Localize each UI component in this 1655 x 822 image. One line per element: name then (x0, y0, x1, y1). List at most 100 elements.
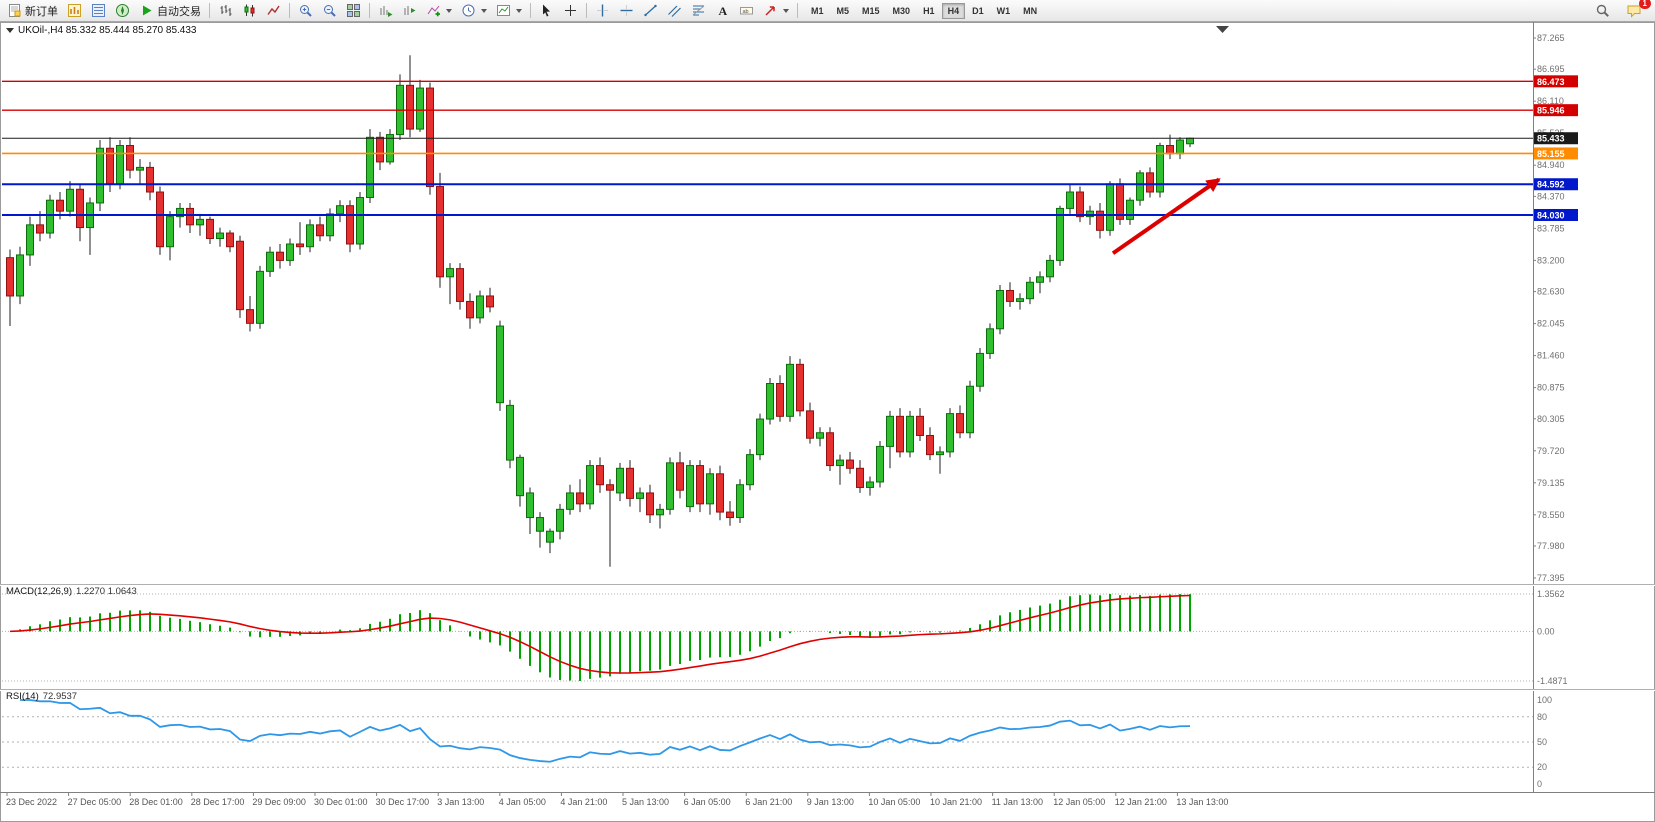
chart-frame (0, 22, 1655, 822)
notification-badge: 1 (1638, 0, 1651, 9)
data-window-button[interactable] (87, 1, 110, 20)
candle (856, 460, 864, 493)
data-window-icon (92, 4, 105, 17)
timeframe-button-m1[interactable]: M1 (805, 3, 830, 19)
candlestick-chart-icon (244, 4, 255, 17)
candle (46, 194, 54, 239)
timeframe-button-m30[interactable]: M30 (887, 3, 917, 19)
chart-shift-button[interactable] (398, 1, 421, 20)
new-order-button[interactable]: 新订单 (3, 1, 62, 20)
chart-shift-marker[interactable] (1216, 26, 1229, 33)
candle (646, 484, 654, 524)
candle (746, 449, 754, 491)
time-axis-label: 10 Jan 21:00 (930, 797, 982, 807)
svg-text:A: A (719, 4, 728, 18)
zoom-out-icon (324, 5, 336, 17)
candle (6, 249, 14, 327)
candle (656, 503, 664, 529)
fibonacci-icon (692, 5, 705, 16)
periods-button[interactable] (457, 1, 491, 20)
search-button[interactable] (1591, 1, 1614, 20)
toolbar-separator (369, 3, 370, 18)
line-chart-icon (267, 5, 280, 15)
crosshair-icon (565, 5, 576, 16)
candlestick-chart-button[interactable] (238, 1, 261, 20)
chart-title-text: UKOil-,H4 85.332 85.444 85.270 85.433 (18, 25, 197, 36)
price-axis-label: 77.980 (1537, 541, 1565, 551)
price-axis-label: 87.265 (1537, 33, 1565, 43)
svg-text:ab: ab (743, 9, 749, 15)
notifications-button[interactable]: 1 (1622, 0, 1651, 20)
candle (286, 238, 294, 266)
periods-dropdown-icon (481, 8, 487, 13)
trendline-icon (644, 4, 657, 17)
candle (476, 290, 484, 324)
macd-label: MACD(12,26,9) 1.2270 1.0643 (6, 586, 137, 597)
timeframe-button-d1[interactable]: D1 (966, 3, 990, 19)
cursor-button[interactable] (535, 1, 558, 20)
line-chart-button[interactable] (262, 1, 285, 20)
chart-shift-icon (404, 6, 416, 15)
zoom-out-button[interactable] (318, 1, 341, 20)
vertical-line-icon (597, 4, 608, 17)
trendline-button[interactable] (639, 1, 662, 20)
rsi-axis-label: 80 (1537, 712, 1547, 722)
candle (1116, 178, 1124, 225)
periods-clock-icon (462, 4, 475, 17)
timeframe-button-h4[interactable]: H4 (941, 2, 966, 19)
candle (366, 129, 374, 203)
candle (1006, 282, 1014, 307)
timeframe-button-mn[interactable]: MN (1017, 3, 1043, 19)
fibonacci-button[interactable] (687, 1, 710, 20)
market-watch-button[interactable] (63, 1, 86, 20)
candle (36, 211, 44, 242)
bar-chart-button[interactable] (214, 1, 237, 20)
price-axis-label: 84.370 (1537, 191, 1565, 201)
indicators-button[interactable] (422, 1, 456, 20)
candle (346, 200, 354, 253)
price-tag-label: 85.946 (1537, 106, 1565, 116)
rsi-name: RSI(14) (6, 691, 39, 702)
candle (116, 140, 124, 190)
vertical-line-button[interactable] (591, 1, 614, 20)
candle (26, 216, 34, 266)
autotrading-button[interactable]: 自动交易 (135, 1, 205, 20)
templates-button[interactable] (492, 1, 526, 20)
candle (616, 462, 624, 502)
candle (246, 295, 254, 332)
templates-dropdown-icon (516, 8, 522, 13)
timeframe-button-m15[interactable]: M15 (856, 3, 886, 19)
candle (236, 235, 244, 318)
trend-arrow[interactable] (1111, 177, 1221, 255)
auto-scroll-button[interactable] (374, 1, 397, 20)
price-axis-label: 86.695 (1537, 64, 1565, 74)
timeframe-button-m5[interactable]: M5 (831, 3, 856, 19)
timeframe-button-h1[interactable]: H1 (917, 3, 941, 19)
autotrading-label: 自动交易 (157, 5, 201, 18)
candle (926, 427, 934, 461)
price-axis-label: 82.630 (1537, 287, 1565, 297)
price-tag (1534, 147, 1578, 160)
text-button[interactable]: A (711, 1, 734, 20)
arrows-button[interactable] (759, 1, 793, 20)
crosshair-button[interactable] (559, 1, 582, 20)
price-axis-label: 86.110 (1537, 96, 1564, 106)
candle (1126, 197, 1134, 225)
candle (1146, 167, 1154, 198)
candle (1136, 170, 1144, 206)
tile-windows-button[interactable] (342, 1, 365, 20)
candle (936, 446, 944, 474)
zoom-in-button[interactable] (294, 1, 317, 20)
horizontal-line-button[interactable] (615, 1, 638, 20)
navigator-button[interactable] (111, 1, 134, 20)
candle (686, 460, 694, 513)
auto-scroll-icon (380, 6, 393, 17)
chart-canvas[interactable]: 87.26586.69586.11085.52584.94084.37083.7… (0, 22, 1655, 822)
chart-menu-icon[interactable] (6, 28, 14, 33)
price-axis-label: 79.135 (1537, 478, 1565, 488)
candle (1066, 183, 1074, 214)
autotrading-play-icon (143, 5, 152, 16)
equidistant-channel-button[interactable] (663, 1, 686, 20)
text-label-button[interactable]: ab (735, 1, 758, 20)
timeframe-button-w1[interactable]: W1 (991, 3, 1017, 19)
